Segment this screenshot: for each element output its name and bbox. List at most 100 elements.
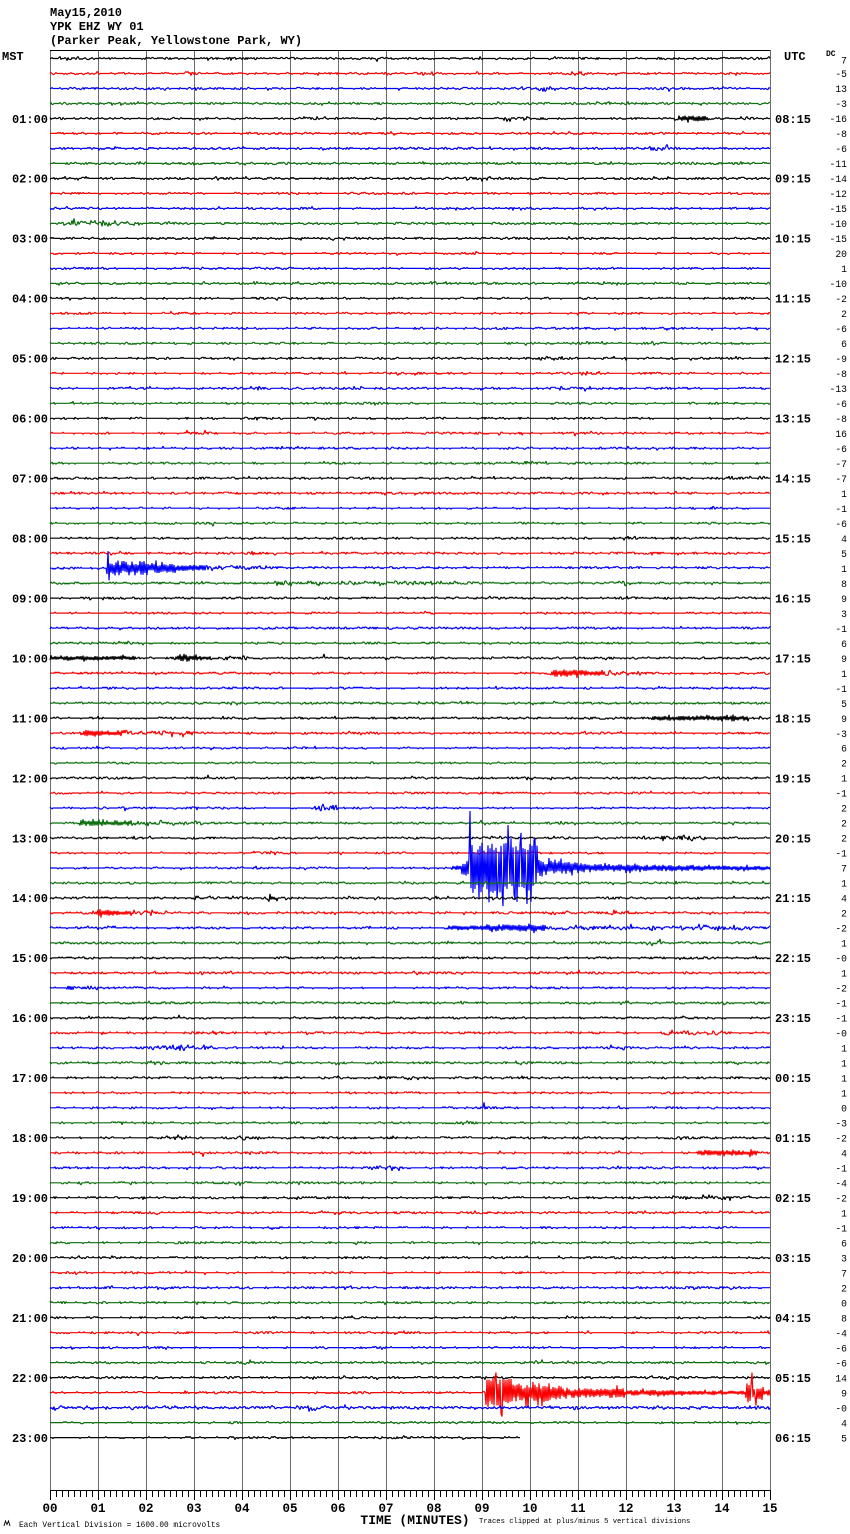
svg-text:5: 5 (841, 549, 847, 560)
svg-text:1: 1 (841, 1089, 847, 1100)
svg-text:2: 2 (841, 309, 847, 320)
svg-text:01:00: 01:00 (12, 113, 48, 127)
svg-text:16: 16 (835, 429, 847, 440)
svg-text:19:15: 19:15 (775, 772, 811, 786)
svg-text:04: 04 (234, 1502, 250, 1516)
svg-text:2: 2 (841, 804, 847, 815)
svg-text:-13: -13 (830, 384, 848, 395)
svg-text:00:15: 00:15 (775, 1072, 811, 1086)
svg-text:-12: -12 (830, 189, 848, 200)
svg-text:17:00: 17:00 (12, 1072, 48, 1086)
svg-text:11:15: 11:15 (775, 293, 811, 307)
svg-text:-9: -9 (835, 354, 847, 365)
svg-text:0: 0 (841, 1104, 847, 1115)
svg-text:-8: -8 (835, 369, 847, 380)
svg-text:23:00: 23:00 (12, 1432, 48, 1446)
svg-text:-10: -10 (830, 279, 848, 290)
svg-text:-0: -0 (835, 1029, 847, 1040)
svg-text:-1: -1 (835, 684, 847, 695)
svg-text:04:00: 04:00 (12, 293, 48, 307)
svg-text:1: 1 (841, 489, 847, 500)
svg-text:0: 0 (841, 1298, 847, 1309)
svg-text:16:00: 16:00 (12, 1012, 48, 1026)
svg-text:02: 02 (138, 1502, 153, 1516)
svg-text:13: 13 (666, 1502, 681, 1516)
svg-text:-15: -15 (830, 234, 848, 245)
svg-text:04:15: 04:15 (775, 1312, 811, 1326)
svg-text:12:00: 12:00 (12, 772, 48, 786)
svg-text:5: 5 (841, 699, 847, 710)
svg-text:8: 8 (841, 579, 847, 590)
svg-text:13: 13 (835, 84, 847, 95)
svg-text:-10: -10 (830, 219, 848, 230)
svg-text:20: 20 (835, 249, 847, 260)
svg-text:05: 05 (282, 1502, 297, 1516)
svg-text:05:00: 05:00 (12, 353, 48, 367)
svg-text:-3: -3 (835, 99, 847, 110)
svg-text:5: 5 (841, 1433, 847, 1444)
svg-text:1: 1 (841, 264, 847, 275)
svg-text:22:00: 22:00 (12, 1372, 48, 1386)
svg-text:02:00: 02:00 (12, 173, 48, 187)
svg-text:2: 2 (841, 819, 847, 830)
svg-text:14:15: 14:15 (775, 473, 811, 487)
svg-text:9: 9 (841, 1388, 847, 1399)
svg-text:8: 8 (841, 1313, 847, 1324)
svg-text:6: 6 (841, 1238, 847, 1249)
svg-text:-2: -2 (835, 1133, 847, 1144)
svg-text:-6: -6 (835, 444, 847, 455)
svg-text:1: 1 (841, 564, 847, 575)
svg-text:17:15: 17:15 (775, 652, 811, 666)
svg-text:01:15: 01:15 (775, 1132, 811, 1146)
svg-text:1: 1 (841, 774, 847, 785)
svg-text:10:15: 10:15 (775, 233, 811, 247)
svg-text:23:15: 23:15 (775, 1012, 811, 1026)
svg-text:-6: -6 (835, 1358, 847, 1369)
svg-text:06:15: 06:15 (775, 1432, 811, 1446)
svg-text:-1: -1 (835, 789, 847, 800)
svg-text:15:00: 15:00 (12, 952, 48, 966)
svg-text:08:00: 08:00 (12, 532, 48, 546)
svg-text:4: 4 (841, 534, 847, 545)
svg-text:1: 1 (841, 1208, 847, 1219)
svg-text:3: 3 (841, 609, 847, 620)
svg-text:-6: -6 (835, 519, 847, 530)
svg-text:07:00: 07:00 (12, 473, 48, 487)
svg-text:07: 07 (378, 1502, 393, 1516)
svg-text:-5: -5 (835, 69, 847, 80)
svg-text:-3: -3 (835, 1118, 847, 1129)
svg-text:06: 06 (330, 1502, 345, 1516)
svg-text:08:15: 08:15 (775, 113, 811, 127)
svg-text:9: 9 (841, 714, 847, 725)
svg-text:YPK EHZ WY 01: YPK EHZ WY 01 (50, 20, 144, 34)
svg-text:-4: -4 (835, 1178, 847, 1189)
svg-text:May15,2010: May15,2010 (50, 6, 122, 20)
svg-text:22:15: 22:15 (775, 952, 811, 966)
svg-text:-3: -3 (835, 729, 847, 740)
svg-text:15: 15 (762, 1502, 777, 1516)
svg-text:4: 4 (841, 1148, 847, 1159)
svg-text:-14: -14 (830, 174, 848, 185)
svg-text:1: 1 (841, 939, 847, 950)
svg-text:05:15: 05:15 (775, 1372, 811, 1386)
svg-text:-8: -8 (835, 129, 847, 140)
svg-text:-7: -7 (835, 459, 847, 470)
svg-text:12:15: 12:15 (775, 353, 811, 367)
svg-text:03:00: 03:00 (12, 233, 48, 247)
svg-text:-1: -1 (835, 504, 847, 515)
svg-text:21:00: 21:00 (12, 1312, 48, 1326)
svg-text:2: 2 (841, 1283, 847, 1294)
svg-text:-15: -15 (830, 204, 848, 215)
svg-text:7: 7 (841, 1268, 847, 1279)
svg-text:16:15: 16:15 (775, 592, 811, 606)
svg-text:06:00: 06:00 (12, 413, 48, 427)
svg-text:4: 4 (841, 1418, 847, 1429)
svg-text:-2: -2 (835, 1193, 847, 1204)
svg-text:12: 12 (618, 1502, 633, 1516)
svg-text:08: 08 (426, 1502, 441, 1516)
svg-text:(Parker Peak, Yellowstone Park: (Parker Peak, Yellowstone Park, WY) (50, 34, 302, 48)
svg-text:18:15: 18:15 (775, 712, 811, 726)
svg-text:-1: -1 (835, 1014, 847, 1025)
svg-text:1: 1 (841, 1074, 847, 1085)
svg-text:-6: -6 (835, 399, 847, 410)
